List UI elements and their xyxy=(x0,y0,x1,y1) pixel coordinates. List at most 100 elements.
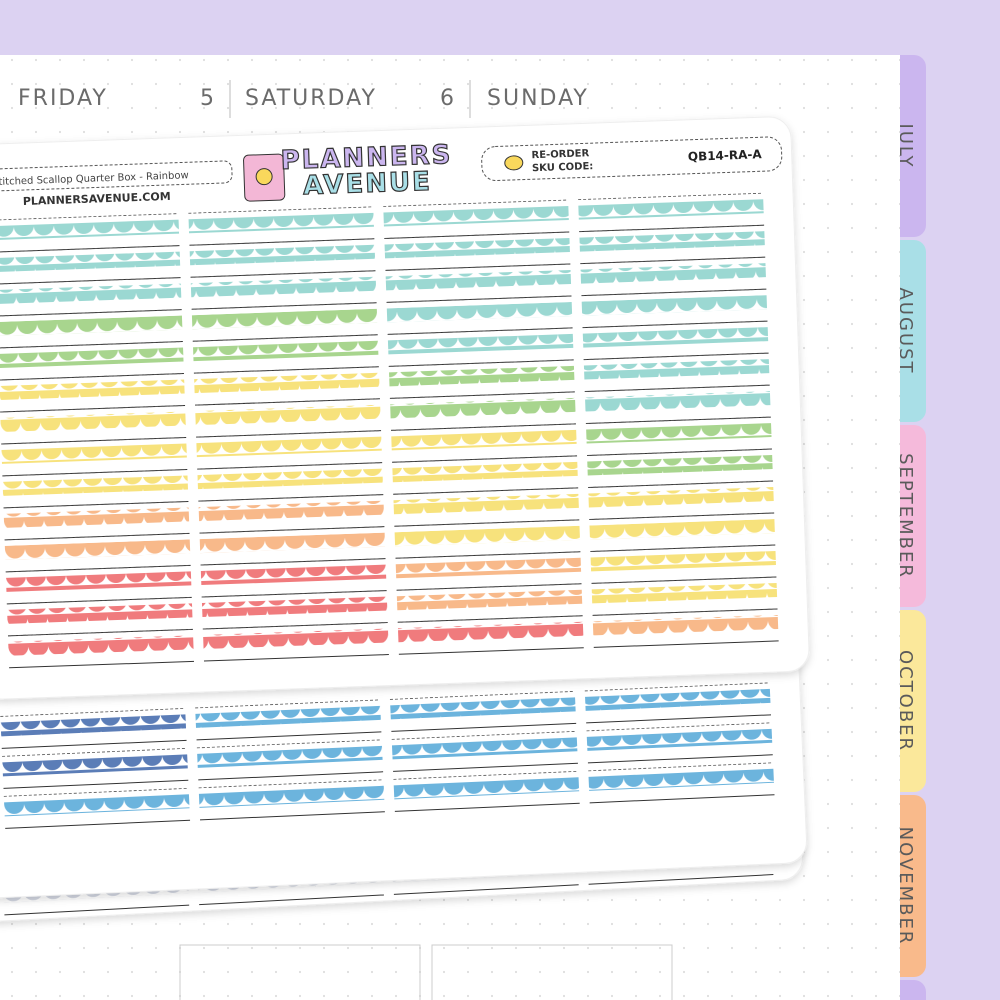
sku-box xyxy=(481,136,783,182)
scallop xyxy=(586,423,772,444)
rule-line xyxy=(9,660,195,669)
dashed-line xyxy=(198,494,384,502)
day-label: FRIDAY xyxy=(18,86,108,111)
scallop xyxy=(8,635,194,656)
scallop xyxy=(201,596,388,618)
sun-icon xyxy=(255,168,273,186)
dashed-line xyxy=(591,576,777,584)
dashed-line xyxy=(387,327,573,335)
dashed-line xyxy=(196,430,382,438)
scallop xyxy=(2,754,188,777)
dashed-line xyxy=(3,787,189,797)
scallop xyxy=(200,564,387,586)
scallop xyxy=(0,379,185,400)
dashed-line xyxy=(200,558,386,566)
dashed-line xyxy=(193,366,379,374)
dashed-line xyxy=(201,590,387,598)
dashed-line xyxy=(1,437,187,445)
scallop xyxy=(585,688,771,711)
dashed-line xyxy=(397,615,583,623)
dashed-line xyxy=(388,359,574,367)
dashed-line xyxy=(588,762,774,772)
scallop xyxy=(394,525,580,547)
scallop xyxy=(392,461,578,483)
scallop xyxy=(391,737,578,760)
dashed-line xyxy=(385,263,571,271)
scallop xyxy=(3,507,190,528)
rule-line xyxy=(198,771,384,781)
sticker-sheet: Stitched Scallop Quarter Box - RainbowPL… xyxy=(0,116,810,700)
rule-line xyxy=(394,802,580,812)
scallop xyxy=(397,621,584,643)
reorder-label: RE-ORDER xyxy=(531,148,589,161)
day-number: 6 xyxy=(440,86,456,111)
scallop xyxy=(589,519,775,540)
scallop xyxy=(198,500,384,522)
dashed-line xyxy=(584,384,770,392)
dashed-line xyxy=(5,565,191,573)
rule-line xyxy=(391,722,577,732)
dashed-line xyxy=(383,199,569,207)
scallop xyxy=(188,212,374,234)
dashed-line xyxy=(189,238,375,246)
bee-icon xyxy=(504,155,524,171)
dashed-line xyxy=(389,690,575,700)
name-box xyxy=(0,160,233,193)
dashed-line xyxy=(190,270,376,278)
dashed-line xyxy=(199,526,385,534)
scallop xyxy=(203,628,389,650)
dashed-line xyxy=(396,583,582,591)
day-number: 5 xyxy=(200,86,216,111)
scallop xyxy=(4,539,191,560)
scallop xyxy=(590,550,776,572)
scallop xyxy=(191,308,378,330)
scallop xyxy=(197,745,383,768)
scallop xyxy=(386,301,573,323)
dashed-line xyxy=(589,512,775,520)
dashed-line xyxy=(579,224,765,233)
rule-line xyxy=(589,794,775,804)
dashed-line xyxy=(395,551,581,559)
scallop xyxy=(0,315,183,337)
rule-line xyxy=(196,731,382,741)
rule-line xyxy=(200,811,385,821)
dashed-line xyxy=(0,373,184,381)
rule-line xyxy=(588,874,774,885)
dashed-line xyxy=(2,469,188,477)
scallop xyxy=(592,614,779,636)
rule-line xyxy=(593,640,779,648)
dashed-line xyxy=(0,309,182,317)
dashed-line xyxy=(590,544,776,552)
scallop xyxy=(389,365,575,387)
scallop xyxy=(0,283,182,305)
rule-line xyxy=(4,904,190,916)
scallop xyxy=(581,295,768,316)
dashed-line xyxy=(0,341,183,349)
dashed-line xyxy=(384,231,570,239)
dashed-line xyxy=(195,398,380,406)
rule-line xyxy=(586,714,772,724)
scallop xyxy=(0,251,181,273)
logo-text: PLANNERS xyxy=(280,140,453,176)
scallop xyxy=(588,768,774,791)
day-header: FRIDAY 5 SATURDAY 6 SUNDAY xyxy=(18,80,587,118)
dashed-line xyxy=(198,779,384,789)
scallop xyxy=(2,475,188,496)
scallop xyxy=(396,589,583,611)
dashed-line xyxy=(192,334,378,342)
scallop xyxy=(0,219,180,241)
dashed-line xyxy=(386,295,572,303)
tab-label: SEPTEMBER xyxy=(895,453,916,579)
dashed-line xyxy=(197,462,383,470)
dashed-line xyxy=(0,277,181,285)
dashed-line xyxy=(586,722,772,732)
dashed-line xyxy=(582,320,768,328)
dashed-line xyxy=(391,730,577,740)
scallop xyxy=(580,263,766,284)
scallop xyxy=(583,359,770,380)
dashed-line xyxy=(584,682,770,692)
rule-line xyxy=(587,754,773,764)
scallop xyxy=(393,777,580,800)
scallop xyxy=(390,397,576,419)
scallop xyxy=(383,206,569,227)
